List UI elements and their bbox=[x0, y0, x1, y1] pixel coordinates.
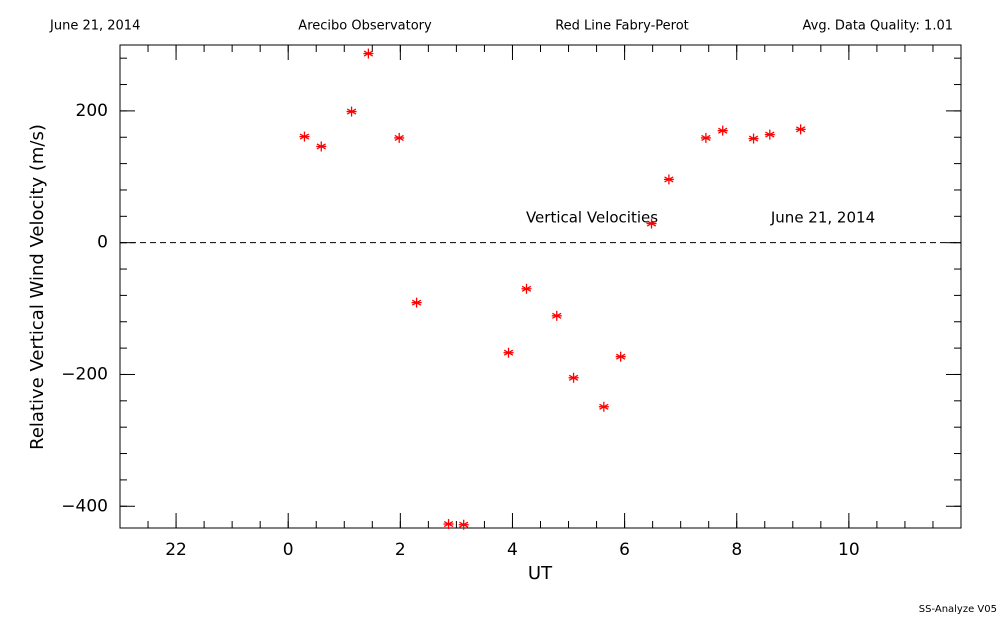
point bbox=[717, 125, 728, 136]
point bbox=[748, 133, 759, 144]
point bbox=[346, 106, 357, 117]
header-instrument: Red Line Fabry-Perot bbox=[555, 19, 689, 34]
y-tick-label: 0 bbox=[97, 233, 108, 253]
x-tick-label: 22 bbox=[165, 540, 187, 560]
point bbox=[700, 132, 711, 143]
footer: SS-Analyze V05 bbox=[919, 604, 997, 615]
point bbox=[646, 218, 657, 229]
point bbox=[598, 401, 609, 412]
x-tick-label: 8 bbox=[731, 540, 742, 560]
x-tick-label: 0 bbox=[283, 540, 294, 560]
y-tick-label: −200 bbox=[61, 364, 108, 384]
header-site: Arecibo Observatory bbox=[298, 19, 432, 34]
plot-frame bbox=[119, 44, 962, 529]
x-tick-label: 6 bbox=[619, 540, 630, 560]
y-axis-label: Relative Vertical Wind Velocity (m/s) bbox=[27, 124, 48, 450]
header-date: June 21, 2014 bbox=[49, 19, 140, 34]
point bbox=[394, 132, 405, 143]
annotation: Vertical Velocities bbox=[526, 209, 658, 227]
point bbox=[615, 351, 626, 362]
point bbox=[503, 347, 514, 358]
point bbox=[411, 297, 422, 308]
y-tick-label: 200 bbox=[76, 101, 108, 121]
point bbox=[299, 131, 310, 142]
x-tick-label: 2 bbox=[395, 540, 406, 560]
x-tick-label: 10 bbox=[838, 540, 860, 560]
point bbox=[764, 129, 775, 140]
point bbox=[443, 519, 454, 530]
point bbox=[663, 174, 674, 185]
header-quality: Avg. Data Quality: 1.01 bbox=[803, 19, 953, 34]
point bbox=[363, 48, 374, 59]
x-tick-label: 4 bbox=[507, 540, 518, 560]
point bbox=[316, 141, 327, 152]
point bbox=[458, 519, 469, 530]
x-axis-label: UT bbox=[528, 563, 553, 584]
point bbox=[551, 310, 562, 321]
point bbox=[521, 283, 532, 294]
point bbox=[795, 124, 806, 135]
point bbox=[568, 372, 579, 383]
y-tick-label: −400 bbox=[61, 496, 108, 516]
annotation: June 21, 2014 bbox=[770, 209, 875, 227]
